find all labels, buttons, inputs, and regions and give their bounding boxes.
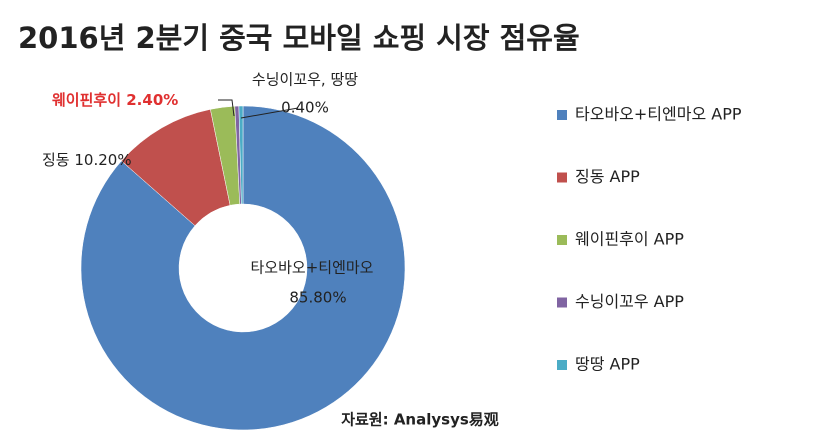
- legend-label: 징동 APP: [575, 167, 640, 186]
- data-label-name: 징동: [42, 151, 70, 169]
- data-label-group: 징동 10.20%: [42, 151, 132, 169]
- data-label: 85.80%: [289, 289, 346, 307]
- data-label: 2.40%: [126, 91, 178, 109]
- data-label-name: 수닝이꼬우, 땅땅: [252, 71, 358, 89]
- data-label-group: 웨이핀후이 2.40%: [52, 91, 178, 109]
- legend-swatch: [557, 172, 567, 183]
- data-label: 0.40%: [281, 99, 329, 117]
- donut-slice: [80, 105, 406, 431]
- source: 자료원: Analysys易观: [341, 411, 499, 429]
- data-label-name: 타오바오+티엔마오: [251, 259, 374, 277]
- legend-label: 웨이핀후이 APP: [575, 230, 684, 249]
- legend-swatch: [557, 235, 567, 245]
- donut-slice: [238, 105, 244, 205]
- data-label-name: 웨이핀후이: [52, 91, 121, 109]
- legend-label: 땅땅 APP: [575, 355, 640, 374]
- chart-title: 2016년 2분기 중국 모바일 쇼핑 시장 점유율: [18, 21, 580, 55]
- legend-swatch: [557, 110, 567, 120]
- legend-label: 타오바오+티엔마오 APP: [575, 105, 742, 124]
- data-label: 10.20%: [74, 151, 131, 169]
- legend-swatch: [557, 360, 567, 370]
- legend-label: 수닝이꼬우 APP: [575, 292, 684, 311]
- legend-swatch: [557, 297, 567, 308]
- leader-line: [240, 107, 299, 119]
- leader-line: [218, 99, 235, 117]
